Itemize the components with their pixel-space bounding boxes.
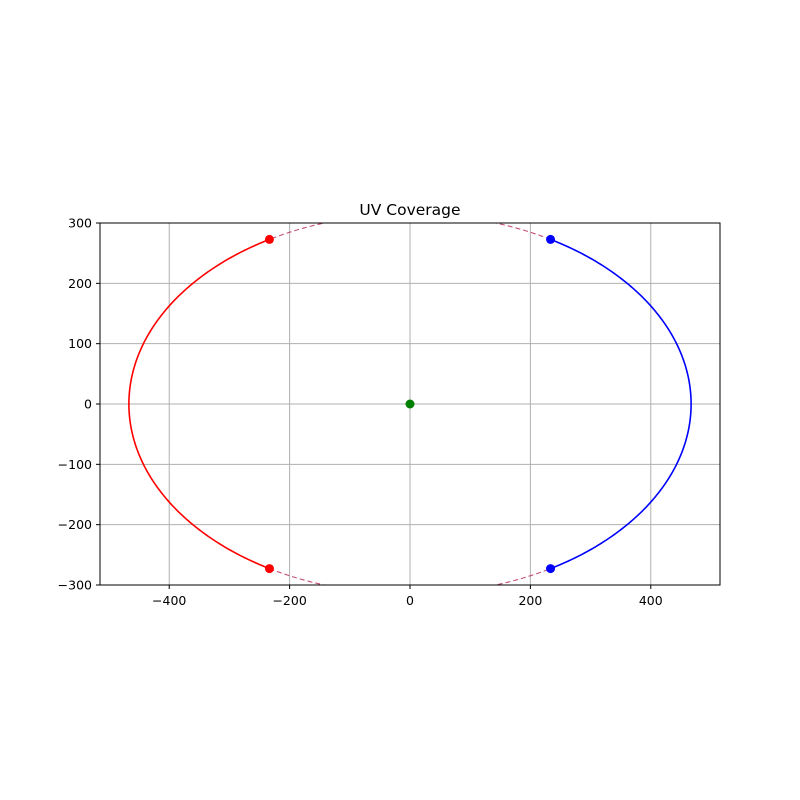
- y-tick-label: −100: [58, 457, 92, 472]
- solid-arc-series: [128, 238, 270, 570]
- dashed-arc-series: [269, 223, 551, 240]
- solid-arc-series: [550, 238, 692, 570]
- x-tick-label: −400: [152, 593, 186, 608]
- y-tick-label: 0: [84, 397, 92, 412]
- x-tick-label: 200: [518, 593, 542, 608]
- x-tick-label: −200: [272, 593, 306, 608]
- data-point: [405, 399, 415, 409]
- y-tick-label: 300: [68, 216, 92, 231]
- x-tick-label: 0: [406, 593, 414, 608]
- dashed-arc-series: [269, 568, 551, 585]
- data-point: [264, 234, 274, 244]
- ticks-layer: −400 −200 0 200 400 −300 −200 −100 0 100 200 300: [58, 216, 663, 609]
- y-tick-label: −200: [58, 517, 92, 532]
- points-layer: [264, 234, 556, 574]
- y-tick-label: 200: [68, 276, 92, 291]
- data-point: [546, 234, 556, 244]
- chart-title: UV Coverage: [359, 201, 460, 219]
- data-point: [546, 564, 556, 574]
- y-tick-label: −300: [58, 578, 92, 593]
- ellipse-layer: [128, 223, 692, 585]
- x-tick-label: 400: [639, 593, 663, 608]
- data-point: [264, 564, 274, 574]
- y-tick-label: 100: [68, 336, 92, 351]
